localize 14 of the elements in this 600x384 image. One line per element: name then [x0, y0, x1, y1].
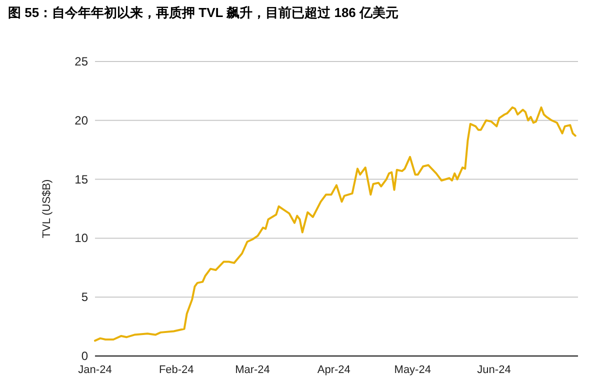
- y-tick-label: 5: [81, 290, 88, 304]
- x-tick-label: Mar-24: [235, 364, 270, 376]
- x-tick-label: May-24: [394, 364, 431, 376]
- y-axis-title: TVL (US$B): [41, 179, 53, 238]
- x-tick-label: Jan-24: [78, 364, 112, 376]
- y-tick-label: 15: [74, 172, 88, 186]
- y-tick-label: 25: [74, 54, 88, 68]
- y-tick-label: 10: [74, 231, 88, 246]
- y-tick-label: 20: [74, 113, 88, 128]
- x-tick-label: Apr-24: [317, 364, 350, 376]
- y-tick-label: 0: [81, 349, 88, 363]
- title: 图 55：自今年年初以来，再质押 TVL 飙升，目前已超过 186 亿美元: [8, 5, 399, 20]
- x-tick-label: Feb-24: [158, 364, 194, 376]
- x-tick-label: Jun-24: [477, 364, 511, 376]
